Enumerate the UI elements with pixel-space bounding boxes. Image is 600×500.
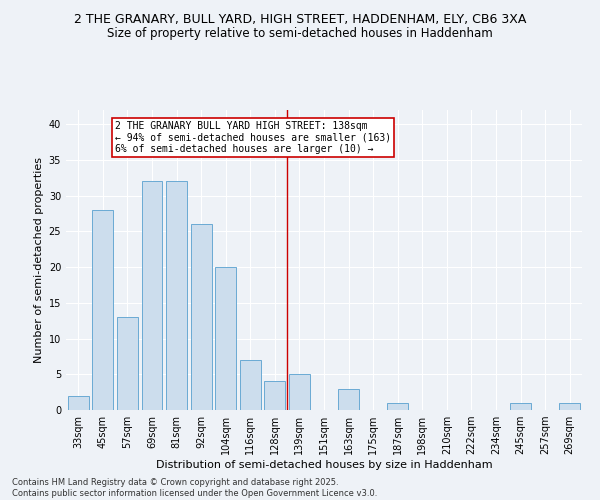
Bar [387,403,408,410]
Bar [265,382,286,410]
Y-axis label: Number of semi-detached properties: Number of semi-detached properties [34,157,44,363]
Text: Size of property relative to semi-detached houses in Haddenham: Size of property relative to semi-detach… [107,28,493,40]
Text: 2 THE GRANARY, BULL YARD, HIGH STREET, HADDENHAM, ELY, CB6 3XA: 2 THE GRANARY, BULL YARD, HIGH STREET, H… [74,12,526,26]
Bar [289,374,310,410]
Bar [240,360,261,410]
Bar [338,388,359,410]
Bar [117,317,138,410]
Text: 2 THE GRANARY BULL YARD HIGH STREET: 138sqm
← 94% of semi-detached houses are sm: 2 THE GRANARY BULL YARD HIGH STREET: 138… [115,120,391,154]
Bar [191,224,212,410]
X-axis label: Distribution of semi-detached houses by size in Haddenham: Distribution of semi-detached houses by … [155,460,493,470]
Bar [166,182,187,410]
Bar [510,403,531,410]
Text: Contains HM Land Registry data © Crown copyright and database right 2025.
Contai: Contains HM Land Registry data © Crown c… [12,478,377,498]
Bar [142,182,163,410]
Bar [559,403,580,410]
Bar [68,396,89,410]
Bar [92,210,113,410]
Bar [215,267,236,410]
